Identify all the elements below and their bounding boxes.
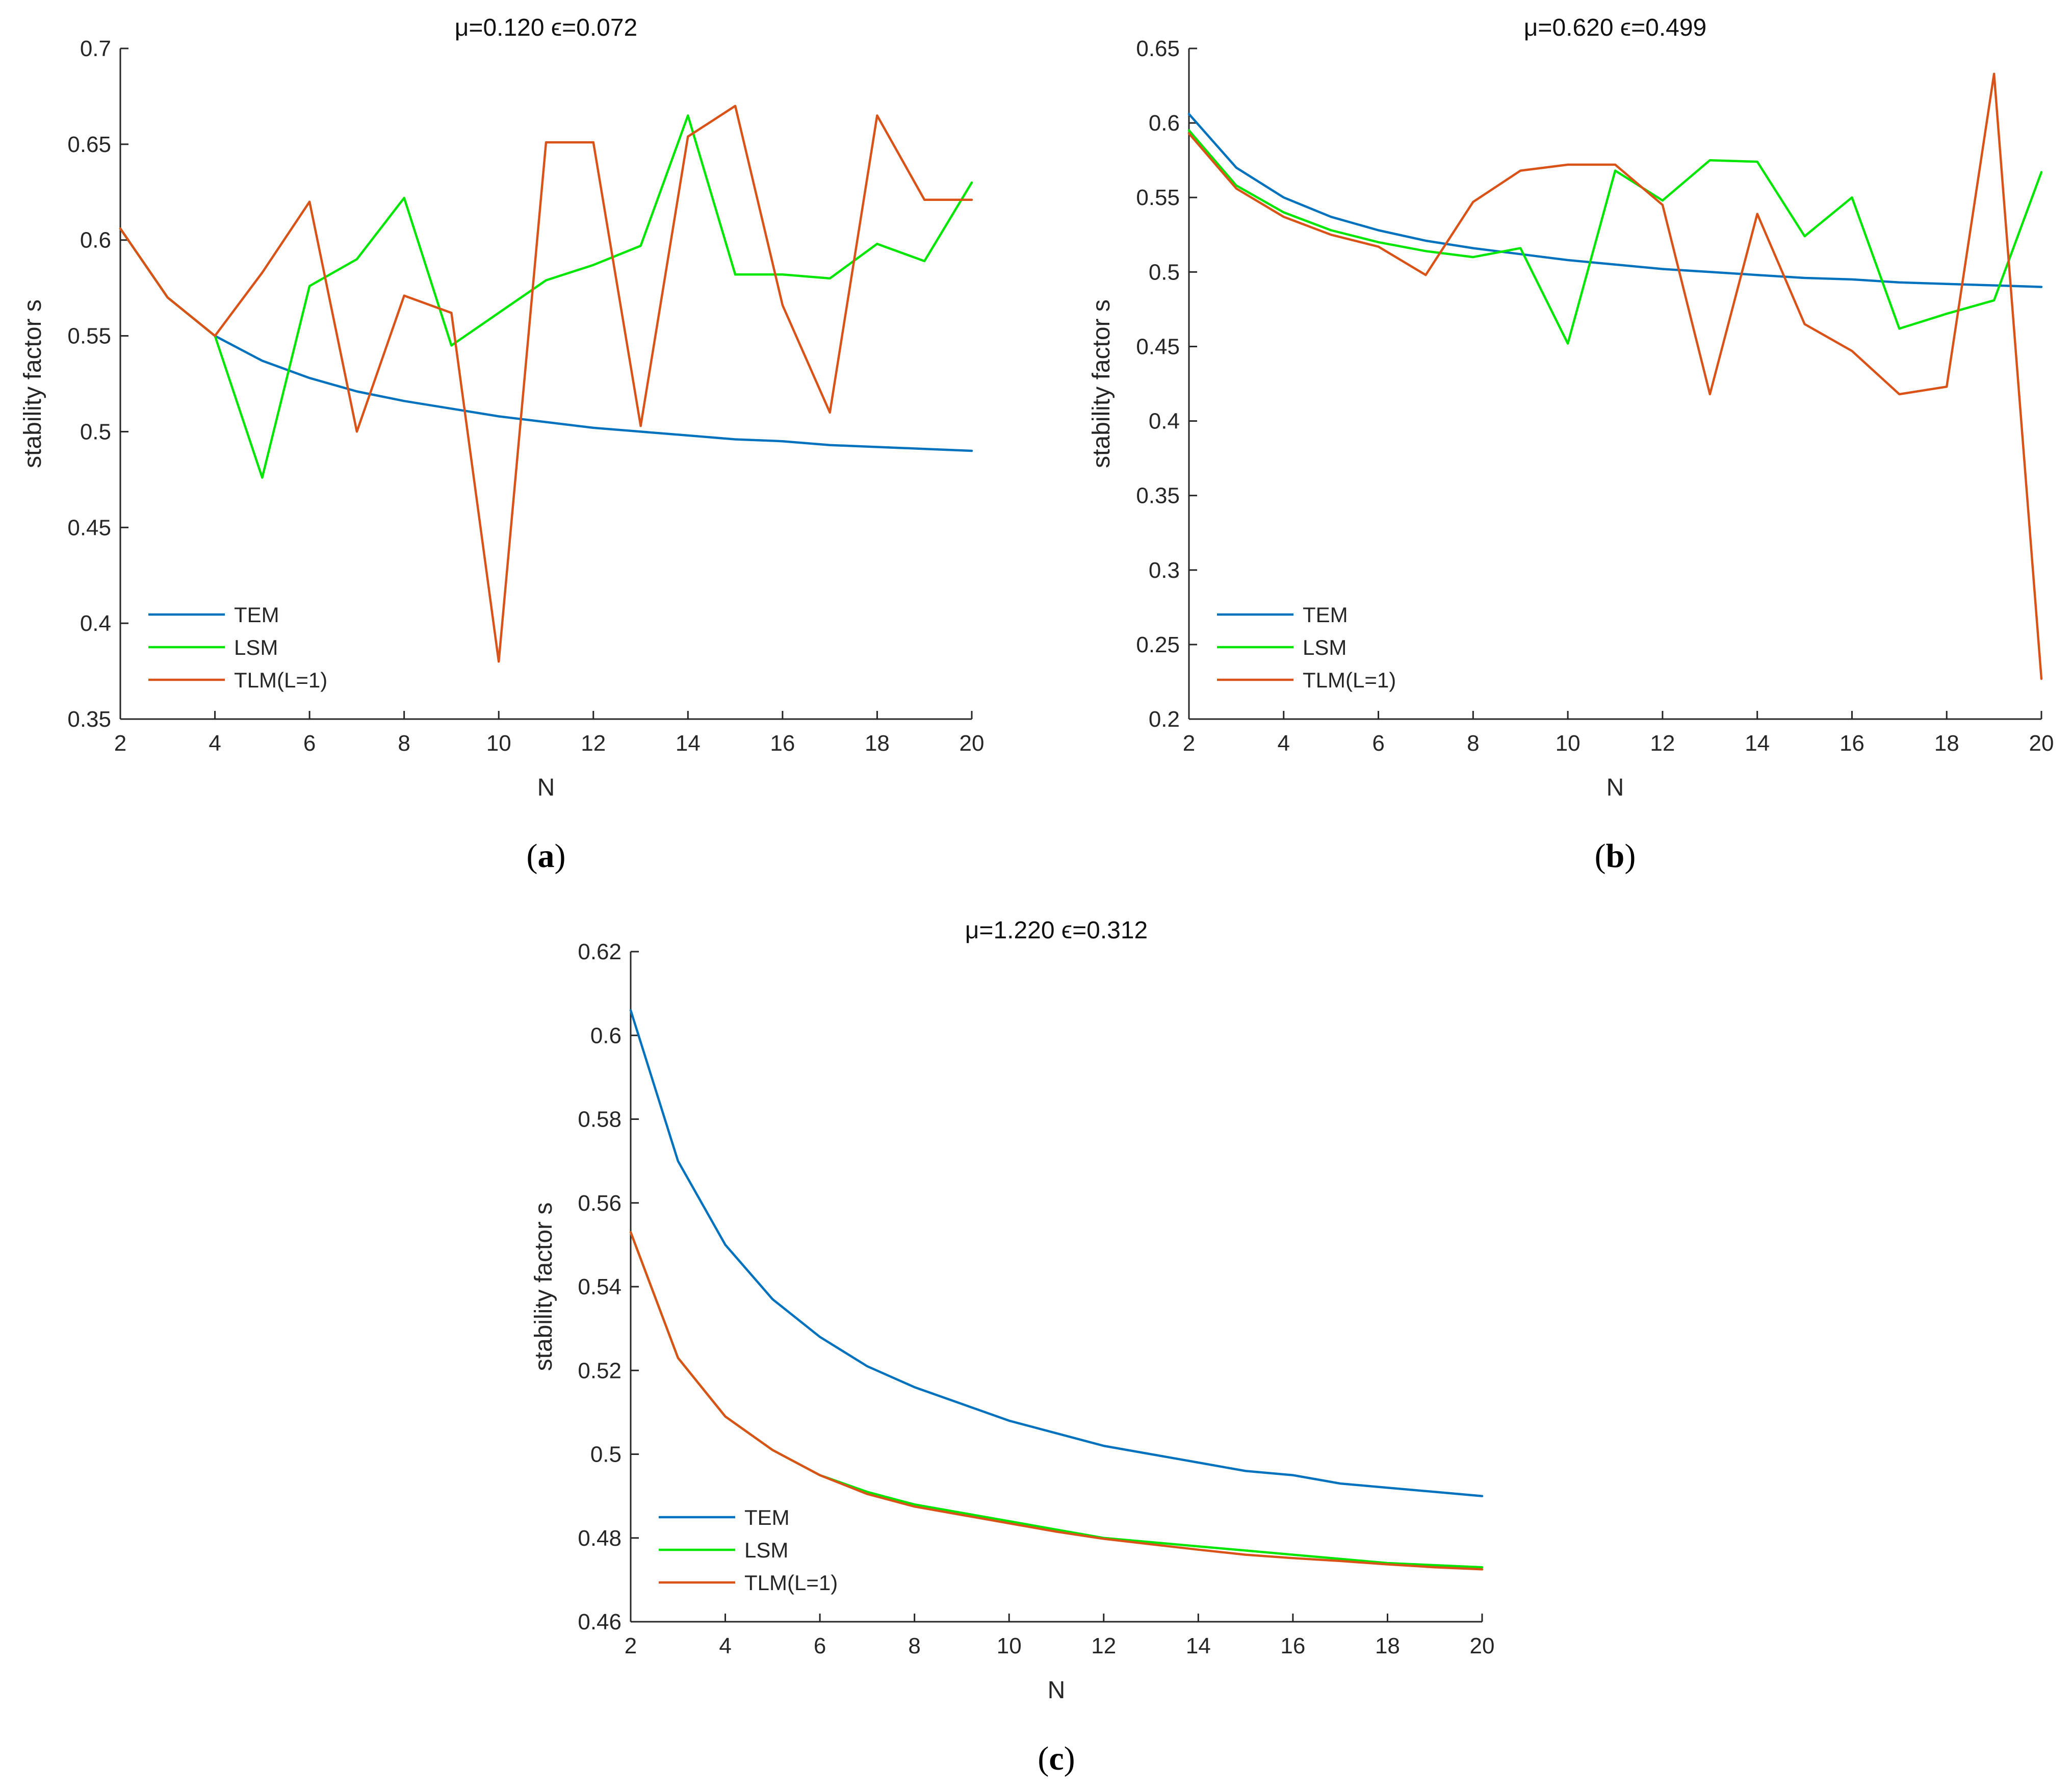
x-tick-label: 2 <box>114 731 126 756</box>
y-tick-label: 0.45 <box>67 515 111 540</box>
x-tick-label: 14 <box>1186 1633 1211 1658</box>
x-tick-label: 2 <box>625 1633 637 1658</box>
x-tick-label: 12 <box>581 731 606 756</box>
series-line-lsm <box>119 114 973 479</box>
x-tick-label: 8 <box>1467 731 1479 756</box>
legend-entry: TEM <box>234 603 279 627</box>
y-tick-label: 0.5 <box>1149 260 1180 285</box>
y-tick-label: 0.6 <box>1149 111 1180 136</box>
x-axis-label: N <box>1607 774 1624 801</box>
y-tick-label: 0.25 <box>1136 632 1180 657</box>
x-tick-label: 18 <box>1375 1633 1400 1658</box>
x-axis-label: N <box>537 774 555 801</box>
y-axis-label: stability factor s <box>530 1203 557 1371</box>
x-tick-label: 20 <box>1470 1633 1495 1658</box>
series-line-tlm-l-1 <box>629 1231 1484 1571</box>
chart-panel-b: 2 4 6 8 10 12 14 16 18 20 0.2 0.25 0.3 0.35 0.4 0.45 0.5… <box>1088 14 2054 875</box>
series-line-tlm-l-1 <box>119 105 973 663</box>
y-tick-label: 0.7 <box>80 36 111 61</box>
chart-title: μ=0.120 ϵ=0.072 <box>455 14 638 41</box>
y-tick-label: 0.55 <box>67 324 111 349</box>
y-tick-label: 0.4 <box>80 611 111 636</box>
y-tick-label: 0.65 <box>67 132 111 157</box>
legend-entry: TLM(L=1) <box>234 668 327 692</box>
series-line-tem <box>629 1009 1484 1497</box>
chart-title: μ=1.220 ϵ=0.312 <box>965 917 1148 944</box>
x-tick-label: 10 <box>1556 731 1581 756</box>
x-tick-label: 6 <box>303 731 316 756</box>
y-tick-label: 0.4 <box>1149 409 1180 434</box>
x-tick-label: 4 <box>719 1633 731 1658</box>
x-tick-label: 10 <box>997 1633 1022 1658</box>
x-tick-label: 2 <box>1183 731 1195 756</box>
x-tick-label: 4 <box>1278 731 1290 756</box>
panel-label: (b) <box>1595 837 1636 875</box>
series-line-tlm-l-1 <box>1187 72 2043 680</box>
chart-panels: 2 4 6 8 10 12 14 16 18 20 0.35 0.4 0.45 0.5 0.55 0.6 0.6… <box>19 14 2054 1777</box>
y-tick-label: 0.3 <box>1149 558 1180 583</box>
y-tick-label: 0.35 <box>67 707 111 732</box>
y-tick-label: 0.46 <box>578 1609 621 1634</box>
x-tick-label: 4 <box>209 731 221 756</box>
legend: TEM LSM TLM(L=1) <box>1217 603 1396 692</box>
legend-entry: TEM <box>744 1505 790 1529</box>
y-tick-label: 0.6 <box>80 228 111 253</box>
x-tick-label: 6 <box>814 1633 826 1658</box>
legend-entry: LSM <box>234 635 278 659</box>
y-tick-label: 0.2 <box>1149 707 1180 732</box>
legend-entry: TLM(L=1) <box>744 1571 838 1595</box>
legend-entry: LSM <box>744 1538 788 1562</box>
y-tick-label: 0.6 <box>590 1023 621 1048</box>
x-tick-label: 12 <box>1091 1633 1116 1658</box>
y-tick-label: 0.56 <box>578 1191 621 1216</box>
x-tick-label: 20 <box>2029 731 2054 756</box>
chart-panel-a: 2 4 6 8 10 12 14 16 18 20 0.35 0.4 0.45 0.5 0.55 0.6 0.6… <box>19 14 984 875</box>
y-tick-label: 0.5 <box>590 1442 621 1467</box>
y-tick-label: 0.62 <box>578 939 621 964</box>
x-tick-label: 16 <box>1280 1633 1305 1658</box>
chart-title: μ=0.620 ϵ=0.499 <box>1524 14 1707 41</box>
x-tick-label: 18 <box>865 731 890 756</box>
legend-entry: TLM(L=1) <box>1303 668 1396 692</box>
y-tick-label: 0.48 <box>578 1526 621 1551</box>
panel-label: (a) <box>527 837 566 875</box>
x-tick-label: 12 <box>1650 731 1675 756</box>
x-tick-label: 16 <box>770 731 795 756</box>
legend: TEM LSM TLM(L=1) <box>148 603 327 692</box>
x-tick-label: 14 <box>1745 731 1770 756</box>
x-tick-label: 14 <box>676 731 701 756</box>
y-tick-label: 0.58 <box>578 1107 621 1132</box>
y-tick-label: 0.65 <box>1136 36 1180 61</box>
series-line-lsm <box>1187 129 2043 345</box>
y-axis-label: stability factor s <box>19 299 46 468</box>
y-axis-label: stability factor s <box>1088 299 1115 468</box>
x-tick-label: 6 <box>1372 731 1384 756</box>
x-axis-label: N <box>1048 1677 1066 1704</box>
y-tick-label: 0.45 <box>1136 334 1180 359</box>
x-tick-label: 16 <box>1840 731 1864 756</box>
legend-entry: TEM <box>1303 603 1348 627</box>
legend: TEM LSM TLM(L=1) <box>659 1505 838 1595</box>
series-line-tem <box>119 227 973 452</box>
y-tick-label: 0.35 <box>1136 483 1180 508</box>
x-tick-label: 8 <box>398 731 410 756</box>
y-tick-label: 0.5 <box>80 419 111 444</box>
legend-entry: LSM <box>1303 635 1346 659</box>
x-tick-label: 8 <box>908 1633 920 1658</box>
chart-panel-c: 2 4 6 8 10 12 14 16 18 20 0.46 0.48 0.5 0.52 0.54 0.56 0… <box>530 917 1494 1777</box>
y-tick-label: 0.54 <box>578 1274 621 1299</box>
series-line-tem <box>1187 113 2043 288</box>
x-tick-label: 18 <box>1934 731 1959 756</box>
x-tick-label: 20 <box>960 731 985 756</box>
y-tick-label: 0.52 <box>578 1358 621 1383</box>
x-tick-label: 10 <box>486 731 511 756</box>
panel-label: (c) <box>1038 1740 1075 1777</box>
y-tick-label: 0.55 <box>1136 185 1180 210</box>
